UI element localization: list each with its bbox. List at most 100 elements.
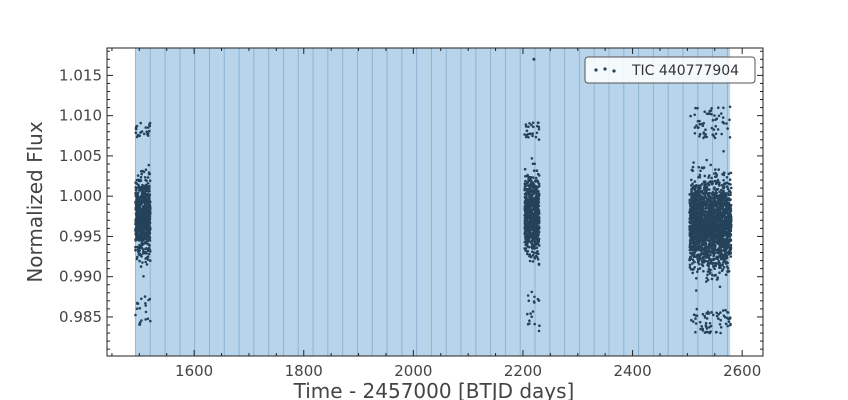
data-point <box>729 215 733 218</box>
data-point <box>147 214 150 218</box>
data-point <box>726 261 729 265</box>
data-point <box>705 222 709 226</box>
data-point <box>145 241 148 244</box>
data-point <box>144 200 147 204</box>
data-point <box>729 183 732 186</box>
data-point <box>140 202 143 206</box>
data-point <box>707 183 711 187</box>
data-point <box>715 251 718 254</box>
data-point <box>707 220 711 223</box>
data-point <box>693 113 696 117</box>
data-point <box>698 198 701 201</box>
data-point <box>527 184 530 187</box>
data-point <box>533 301 536 304</box>
data-point <box>719 331 722 335</box>
data-point <box>536 186 539 189</box>
data-point <box>701 205 704 209</box>
data-point <box>528 259 532 263</box>
data-point <box>726 241 729 244</box>
data-point <box>714 204 718 207</box>
data-point <box>694 314 698 317</box>
data-point <box>700 219 703 222</box>
data-point <box>702 252 705 256</box>
data-point <box>148 209 151 213</box>
data-point <box>691 245 694 249</box>
data-point <box>144 214 147 218</box>
data-point <box>145 189 148 193</box>
data-point <box>694 244 697 248</box>
data-point <box>704 192 707 196</box>
data-point <box>138 179 142 183</box>
data-point <box>726 187 730 190</box>
data-point <box>134 228 138 232</box>
data-point <box>725 254 729 257</box>
data-point <box>145 210 149 214</box>
data-point <box>698 175 702 179</box>
data-point <box>703 227 706 231</box>
y-tick-label: 0.995 <box>59 227 102 245</box>
data-point <box>137 211 140 215</box>
data-point <box>524 183 527 186</box>
data-point <box>718 266 721 270</box>
data-point <box>708 228 712 231</box>
data-point <box>713 274 716 277</box>
data-point <box>525 192 528 196</box>
data-point <box>721 309 725 312</box>
data-point <box>140 215 143 219</box>
data-point <box>135 135 139 139</box>
data-point <box>708 202 711 206</box>
data-point <box>140 242 144 246</box>
data-point <box>530 290 534 294</box>
data-point <box>526 222 530 226</box>
shaded-span <box>135 48 731 356</box>
data-point <box>702 121 705 125</box>
y-tick-label: 1.005 <box>59 147 102 165</box>
data-point <box>729 245 733 248</box>
data-point <box>725 223 728 226</box>
data-point <box>535 222 539 226</box>
data-points <box>134 57 733 335</box>
data-point <box>696 195 700 199</box>
data-point <box>709 324 713 328</box>
data-point <box>694 317 697 320</box>
data-point <box>729 322 732 326</box>
data-point <box>147 233 150 236</box>
data-point <box>535 131 539 135</box>
data-point <box>529 190 532 193</box>
plot-frame <box>106 47 764 357</box>
data-point <box>138 246 142 249</box>
data-point <box>721 219 725 223</box>
data-point <box>712 250 716 253</box>
data-point <box>696 187 700 190</box>
data-point <box>142 170 146 174</box>
data-point <box>705 276 708 280</box>
data-point <box>526 229 530 233</box>
data-point <box>147 217 151 221</box>
data-point <box>145 263 149 266</box>
data-point <box>708 109 711 113</box>
data-point <box>707 206 711 209</box>
data-point <box>714 175 717 179</box>
data-point <box>712 258 716 261</box>
data-point <box>537 237 541 241</box>
data-point <box>707 217 711 220</box>
data-point <box>529 177 532 180</box>
data-point <box>140 319 143 322</box>
data-point <box>710 126 714 130</box>
data-point <box>715 311 718 315</box>
data-point <box>718 285 722 289</box>
data-segment <box>523 121 541 333</box>
data-point <box>697 247 700 250</box>
data-point <box>714 245 717 249</box>
data-point <box>717 317 720 321</box>
data-point <box>714 171 717 175</box>
data-point <box>703 110 706 113</box>
data-point <box>526 252 529 256</box>
data-point <box>142 248 145 251</box>
data-point <box>688 193 691 196</box>
data-point <box>537 182 540 185</box>
data-point <box>712 187 716 191</box>
data-point <box>698 267 702 270</box>
data-point <box>713 194 716 198</box>
data-point <box>708 262 712 265</box>
